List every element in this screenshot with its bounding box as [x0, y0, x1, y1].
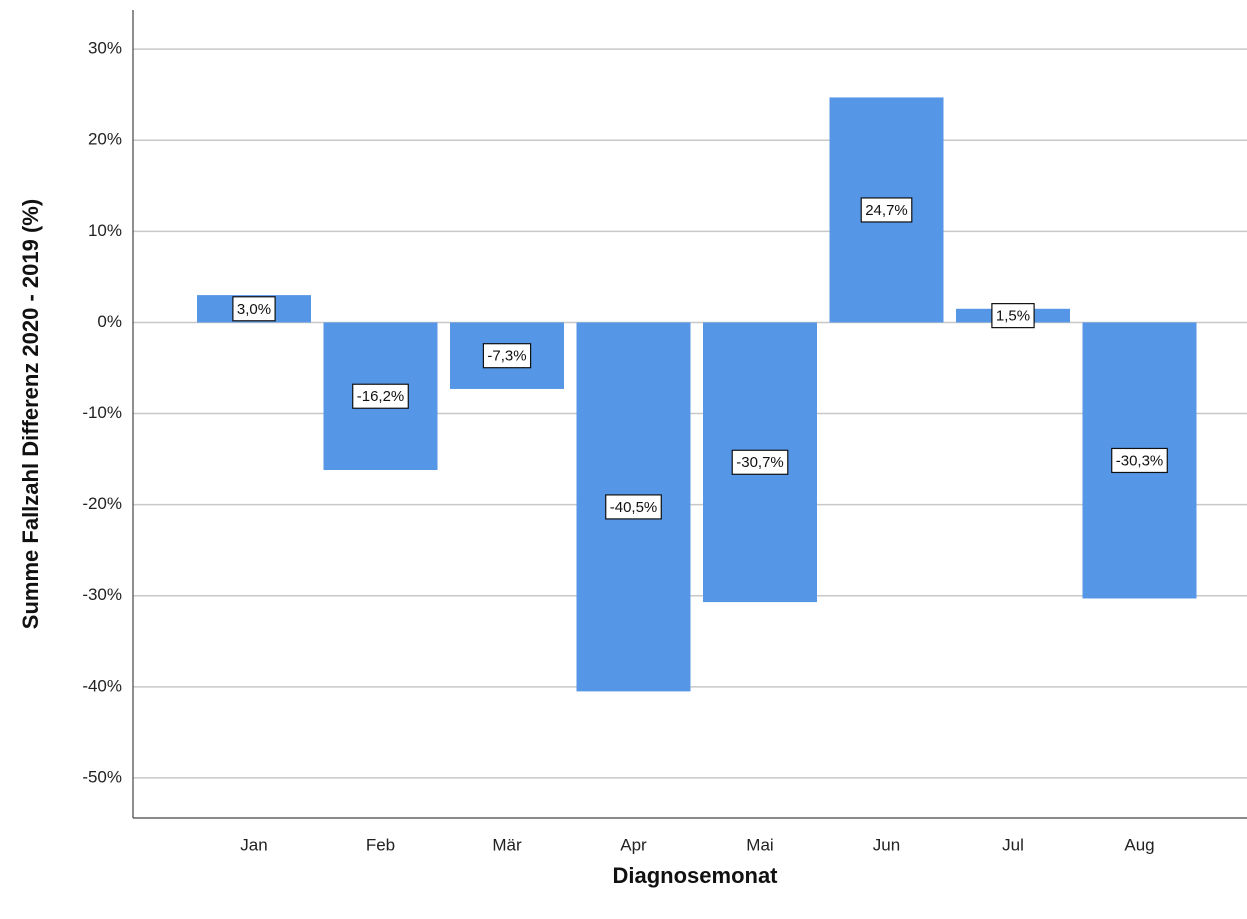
y-tick-label: 0% — [97, 312, 122, 331]
value-label: -40,5% — [610, 499, 658, 516]
x-tick-label: Jun — [873, 835, 900, 854]
y-tick-label: -20% — [82, 494, 122, 513]
x-tick-label: Jan — [240, 835, 267, 854]
value-label-box — [232, 296, 276, 322]
y-tick-label: -10% — [82, 403, 122, 422]
value-label: 24,7% — [865, 202, 908, 219]
value-label-box — [991, 303, 1035, 329]
y-tick-label: 10% — [88, 221, 122, 240]
value-label: -30,7% — [736, 454, 784, 471]
y-tick-label: -40% — [82, 676, 122, 695]
value-label: 3,0% — [237, 301, 271, 318]
x-tick-label: Mär — [492, 835, 522, 854]
value-label: 1,5% — [996, 308, 1030, 325]
x-tick-label: Feb — [366, 835, 395, 854]
y-tick-label: 20% — [88, 130, 122, 149]
y-tick-label: 30% — [88, 39, 122, 58]
x-tick-label: Jul — [1002, 835, 1024, 854]
value-label: -16,2% — [357, 388, 405, 405]
value-label-box — [605, 494, 662, 520]
y-tick-label: -50% — [82, 767, 122, 786]
x-tick-label: Mai — [746, 835, 773, 854]
value-label-box — [482, 343, 532, 369]
value-label: -7,3% — [487, 348, 526, 365]
x-tick-label: Aug — [1124, 835, 1154, 854]
value-label: -30,3% — [1116, 452, 1164, 469]
value-label-box — [1111, 447, 1168, 474]
x-axis-title: Diagnosemonat — [612, 863, 778, 888]
value-label-box — [352, 383, 409, 409]
y-tick-label: -30% — [82, 585, 122, 604]
y-axis-title: Summe Fallzahl Differenz 2020 - 2019 (%) — [18, 199, 43, 629]
x-tick-label: Apr — [620, 835, 647, 854]
value-label-box — [731, 449, 789, 475]
value-label-box — [860, 197, 913, 223]
